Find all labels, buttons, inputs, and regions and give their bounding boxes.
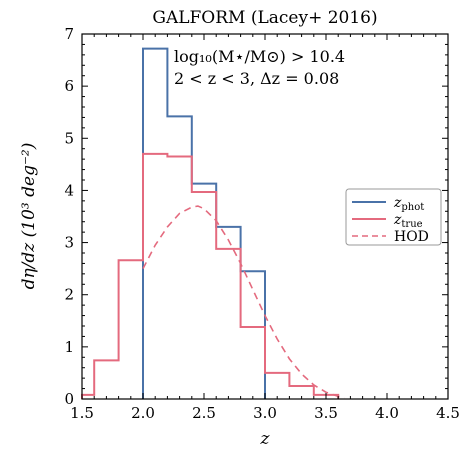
y-tick-label: 1 (64, 338, 74, 356)
x-tick-label: 2.5 (192, 404, 216, 422)
x-tick-label: 4.5 (436, 404, 460, 422)
x-axis-label: z (260, 429, 271, 449)
annotation: log₁₀(M⋆/M⊙) > 10.4 2 < z < 3, Δz = 0.08 (174, 47, 345, 88)
legend-label-z-phot-sub: phot (401, 202, 424, 213)
x-tick-label: 4.0 (375, 404, 399, 422)
series-z-true-histogram (81, 152, 340, 399)
annotation-line-2: 2 < z < 3, Δz = 0.08 (174, 69, 339, 88)
y-tick-label: 2 (64, 286, 74, 304)
x-tick-label: 3.5 (314, 404, 338, 422)
y-tick-label: 6 (64, 77, 74, 95)
y-tick-label: 5 (64, 129, 74, 147)
chart-title: GALFORM (Lacey+ 2016) (152, 8, 377, 28)
x-tick-label: 3.0 (253, 404, 277, 422)
legend-label-z-true: ztrue (393, 212, 423, 230)
y-tick-label: 4 (64, 181, 74, 199)
x-tick-label: 2.0 (131, 404, 155, 422)
series-z-phot-histogram (142, 47, 266, 399)
y-tick-label: 0 (64, 390, 74, 408)
y-tick-label: 7 (64, 25, 74, 43)
series-layer (81, 47, 345, 399)
annotation-line-1: log₁₀(M⋆/M⊙) > 10.4 (174, 47, 345, 66)
series-hod-curve (142, 205, 345, 399)
legend-label-z-phot: zphot (393, 195, 424, 213)
legend-label-z-true-sub: true (401, 219, 422, 230)
legend-label-z-true-main: z (393, 212, 402, 228)
legend-label-hod: HOD (394, 229, 429, 245)
y-tick-label: 3 (64, 234, 74, 252)
y-axis-label: dη/dz (10³ deg⁻²) (19, 143, 39, 290)
legend-label-z-phot-main: z (393, 195, 402, 211)
x-tick-label: 1.5 (70, 404, 94, 422)
plot-area: 1.5 2.0 2.5 3.0 3.5 4.0 4.5 0 1 2 3 4 5 6 7 (64, 25, 459, 422)
legend: zphot ztrue HOD (345, 188, 442, 246)
ticks-layer: 1.5 2.0 2.5 3.0 3.5 4.0 4.5 0 1 2 3 4 5 6 7 (64, 25, 459, 422)
